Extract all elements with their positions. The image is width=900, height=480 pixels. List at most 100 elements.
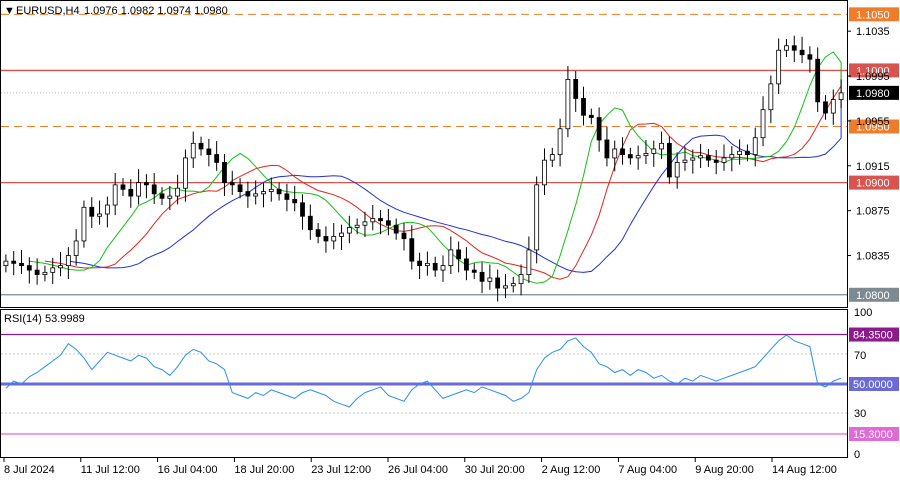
rsi-level-tag-text: 50.0000 [853,379,893,391]
ohlc-label: 1.0976 1.0982 1.0974 1.0980 [84,5,228,17]
candle-bear [573,79,579,99]
candle-bull [534,184,540,251]
candle-bear [300,202,305,217]
candle-bear [627,154,633,159]
candle-bear [34,269,40,275]
candle-bull [183,157,188,189]
symbol-label: EURUSD,H4 [16,5,80,17]
candle-bear [206,148,212,155]
level-tag-1-0800 [849,287,899,302]
candle-bull [58,265,63,269]
time-tick-label: 9 Aug 20:00 [695,464,754,476]
price-tick-label: 1.0995 [856,71,890,83]
candle-bear [432,262,438,271]
time-tick-label: 8 Jul 2024 [4,464,55,476]
time-tick-label: 7 Aug 04:00 [618,464,677,476]
alligator-indicator [29,51,842,284]
candle-bear [791,45,797,51]
level-tag-text: 1.0900 [856,178,890,190]
candle-bull [682,159,688,163]
candle-bull [510,283,516,287]
candle-bull [784,45,789,51]
price-tick-label: 1.0955 [856,116,890,128]
candle-bull [331,236,337,242]
candle-bull [253,193,259,197]
candle-bull [112,184,118,206]
time-axis: 8 Jul 2024 11 Jul 12:00 16 Jul 04:00 18 Jul… [3,458,837,476]
rsi-level-tag-text: 84.3500 [853,330,893,342]
candle-bull [557,128,563,155]
candle-bear [385,220,391,226]
price-levels [1,13,847,296]
candle-bear [807,54,813,60]
level-tag-text: 1.0950 [856,122,890,134]
candle-bull [81,206,87,242]
candle-bull [346,227,352,234]
candle-bull [175,187,181,197]
candle-bull [362,221,368,226]
level-tag-text: 1.1050 [856,9,890,21]
candle-bull [612,148,618,159]
level-tag-text: 1.0980 [856,88,890,100]
candle-bear [464,258,469,271]
candle-bull [440,265,446,271]
level-tag-text: 1.0800 [856,290,890,302]
rsi-level-tag [849,377,899,391]
candle-bull [503,285,508,289]
candle-bear [799,49,805,56]
candle-bull [73,240,79,256]
candle-bear [456,249,462,260]
candle-bear [237,184,243,192]
alligator-jaw-line [68,88,842,273]
price-tick-label: 1.0835 [856,251,890,263]
time-tick-label: 23 Jul 12:00 [311,464,371,476]
alligator-lips-line [29,51,842,284]
candle-bull [768,83,774,111]
candle-bear [815,58,821,103]
symbol-dropdown-icon[interactable]: ▼ [4,5,15,17]
candle-bear [823,101,828,114]
candle-bear [588,114,594,118]
candle-bull [690,157,696,161]
candle-bull [339,232,344,237]
candle-bear [315,229,321,237]
alligator-teeth-line [44,69,842,280]
level-tag-text: 1.1000 [856,65,890,77]
price-tick-label: 1.0915 [856,161,890,173]
candle-bull [721,157,727,163]
candle-bull [190,142,196,159]
candle-bear [706,155,711,161]
level-tag-1-0980 [849,85,899,100]
candle-bull [643,153,649,157]
candle-bull [542,159,547,186]
time-tick-label: 14 Aug 12:00 [772,464,837,476]
rsi-level-tag [849,327,899,342]
price-tick-label: 1.1035 [856,26,890,38]
candle-bear [276,188,282,195]
candle-bull [487,277,493,282]
candle-bear [198,142,204,150]
candle-bull [425,262,430,267]
candle-bear [581,98,586,116]
candle-bull [838,92,844,100]
candle-bear [307,215,313,231]
level-tag-1-0950 [849,119,899,134]
time-tick-label: 16 Jul 04:00 [158,464,218,476]
rsi-level-tag-text: 15.3000 [853,429,893,441]
time-tick-label: 30 Jul 20:00 [465,464,525,476]
candle-bear [284,193,290,200]
level-tag-1-1000 [849,63,899,78]
candle-bull [50,267,56,273]
rsi-tick-label: 70 [854,350,866,362]
candle-bear [323,236,329,242]
rsi-tick-label: 0 [854,449,860,461]
candle-bear [713,159,719,163]
level-tag-1-1050 [849,7,899,22]
level-tag-1-0900 [849,175,899,190]
candle-bull [635,155,641,159]
candle-bear [214,154,220,163]
candle-bear [479,271,485,282]
candle-bull [42,271,48,275]
candle-bear [604,139,610,159]
